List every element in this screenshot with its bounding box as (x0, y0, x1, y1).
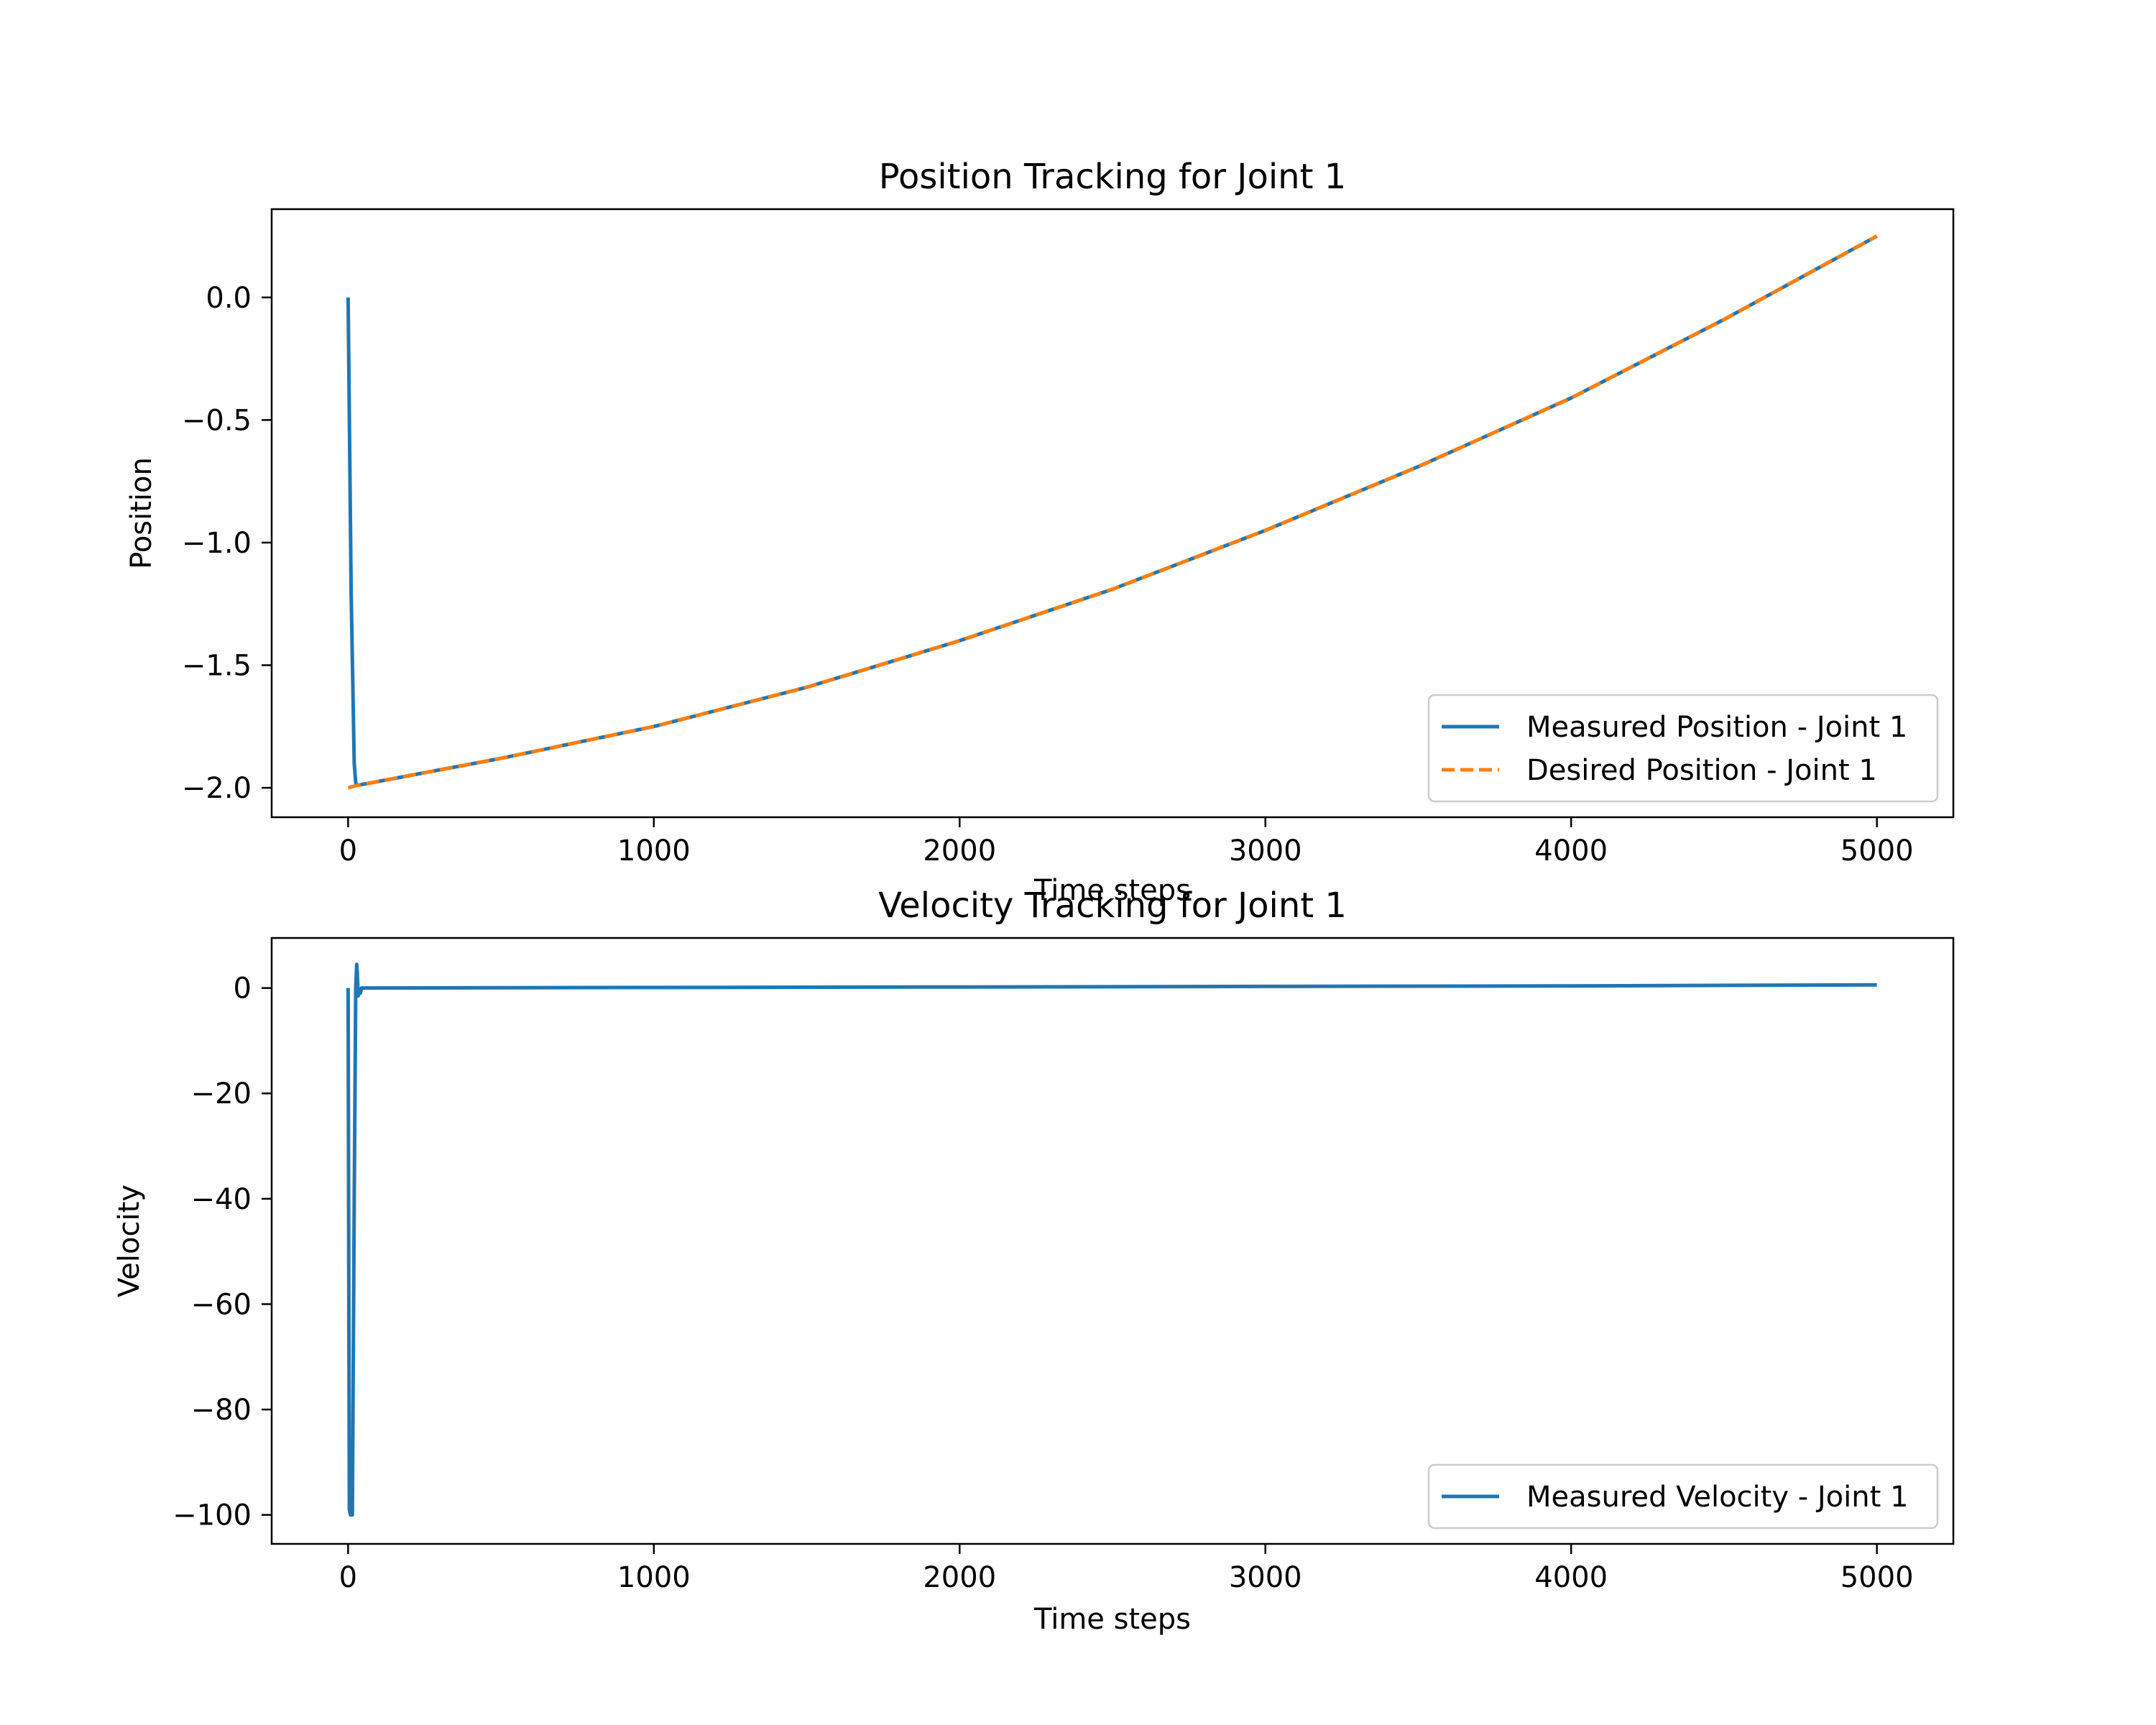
x-tick-label: 0 (339, 1561, 357, 1594)
y-tick-label: −1.5 (182, 650, 252, 683)
series-group (346, 234, 1878, 790)
y-tick-label: −0.5 (182, 404, 252, 437)
x-tick-label: 4000 (1534, 834, 1608, 868)
legend-label: Measured Position - Joint 1 (1526, 711, 1907, 744)
legend-box (1427, 694, 1939, 803)
x-tick-label: 4000 (1534, 1561, 1608, 1594)
y-axis-label: Position (125, 457, 158, 569)
x-tick-label: 5000 (1841, 834, 1914, 868)
x-axis-label: Time steps (1033, 1603, 1191, 1636)
chart-title: Velocity Tracking for Joint 1 (878, 886, 1347, 926)
legend: Measured Velocity - Joint 1 (1427, 1463, 1939, 1530)
x-axis-label: Time steps (1033, 874, 1191, 907)
x-tick-label: 3000 (1229, 1561, 1302, 1594)
x-tick-label: 1000 (617, 1561, 691, 1594)
series-line-desired (347, 234, 1878, 790)
series-group (346, 962, 1877, 1517)
x-tick-label: 5000 (1841, 1561, 1914, 1594)
x-tick-label: 2000 (923, 834, 996, 868)
y-axis-label: Velocity (113, 1184, 146, 1297)
x-tick-label: 3000 (1229, 834, 1302, 868)
y-tick-label: −60 (191, 1288, 252, 1321)
x-tick-label: 1000 (617, 834, 691, 868)
y-tick-label: −1.0 (182, 527, 252, 560)
x-tick-label: 0 (339, 834, 357, 868)
y-tick-label: −40 (191, 1183, 252, 1216)
axes-frame (270, 208, 1955, 819)
legend-label: Measured Velocity - Joint 1 (1526, 1481, 1908, 1514)
y-tick-label: 0 (234, 972, 252, 1006)
y-tick-label: −20 (191, 1077, 252, 1110)
legend-label: Desired Position - Joint 1 (1526, 754, 1877, 787)
velocity-chart: 0 1000 2000 3000 4000 5000 0 −20 −40 −60 −80 −100 Ve… (113, 886, 1955, 1636)
legend: Measured Position - Joint 1 Desired Posit… (1427, 694, 1939, 803)
y-tick-label: −2.0 (182, 772, 252, 805)
y-tick-label: −100 (172, 1499, 252, 1532)
position-chart: 0 1000 2000 3000 4000 5000 0.0 −0.5 −1.0 −1.5 −2.0… (125, 157, 1955, 907)
y-tick-label: 0.0 (206, 282, 252, 315)
x-tick-label: 2000 (923, 1561, 996, 1594)
series-line-measured (346, 962, 1877, 1517)
axes-frame (270, 937, 1955, 1545)
legend-box (1427, 1463, 1939, 1530)
chart-title: Position Tracking for Joint 1 (879, 157, 1346, 197)
y-tick-label: −80 (191, 1394, 252, 1427)
